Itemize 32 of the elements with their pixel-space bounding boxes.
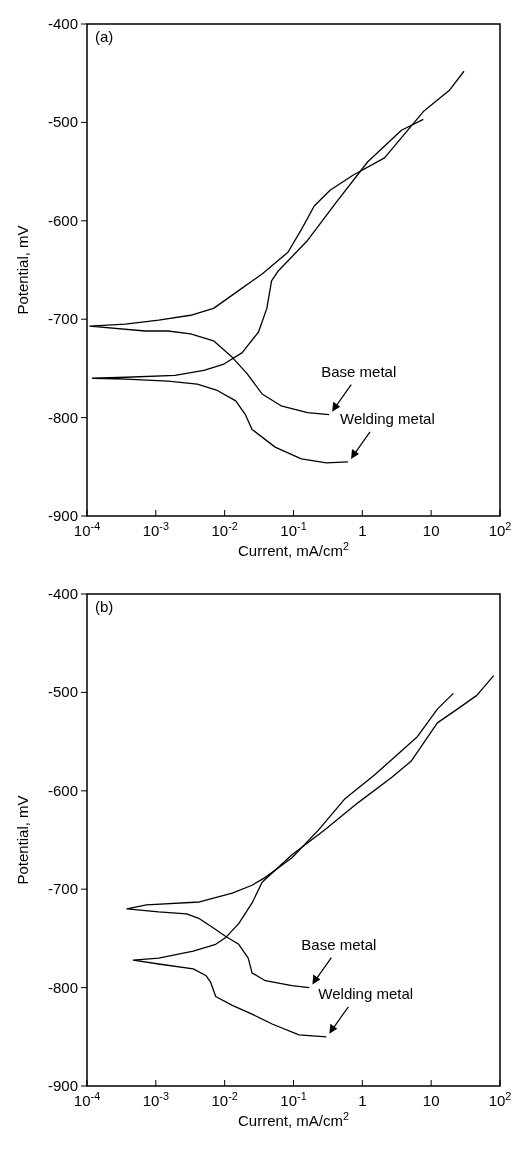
y-tick-label: -600 (47, 781, 78, 799)
y-axis-title: Potential, mV (14, 225, 31, 315)
y-tick-label: -500 (47, 113, 78, 131)
chart-title: (a) (95, 28, 114, 45)
legend-label: Welding metal (340, 409, 435, 427)
y-axis-title: Potential, mV (14, 795, 31, 885)
x-tick-label: 10$^{-2}$ (211, 1090, 238, 1109)
x-tick-label: 10$^{2}$ (488, 520, 512, 539)
y-tick-label: -500 (47, 683, 78, 701)
legend-label: Welding metal (318, 984, 414, 1002)
x-tick-label: 1 (358, 522, 367, 539)
y-tick-label: -400 (47, 15, 78, 32)
x-tick-label: 10$^{-1}$ (280, 520, 307, 539)
x-tick-label: 1 (358, 1092, 367, 1109)
y-tick-label: -700 (47, 880, 78, 898)
text: Base metal (321, 362, 397, 380)
x-axis-title: Current, mA/cm$^{2}$ (237, 540, 350, 559)
y-tick-label: -400 (47, 585, 78, 602)
y-tick-label: -700 (47, 310, 78, 328)
x-tick-label: 10$^{-3}$ (142, 520, 169, 539)
x-axis-title: Current, mA/cm$^{2}$ (237, 1110, 350, 1129)
x-tick-label: 10$^{-3}$ (142, 1090, 169, 1109)
x-tick-label: 10$^{2}$ (488, 1090, 512, 1109)
x-tick-label: 10$^{-2}$ (211, 520, 238, 539)
chart-title: (b) (95, 598, 114, 615)
x-tick-label: 10$^{-1}$ (280, 1090, 307, 1109)
y-tick-label: -800 (47, 978, 78, 996)
y-tick-label: -600 (47, 211, 78, 229)
x-tick-label: 10 (422, 1092, 440, 1109)
text: Base metal (301, 935, 377, 953)
y-tick-label: -800 (47, 408, 78, 426)
x-tick-label: 10 (422, 522, 440, 539)
